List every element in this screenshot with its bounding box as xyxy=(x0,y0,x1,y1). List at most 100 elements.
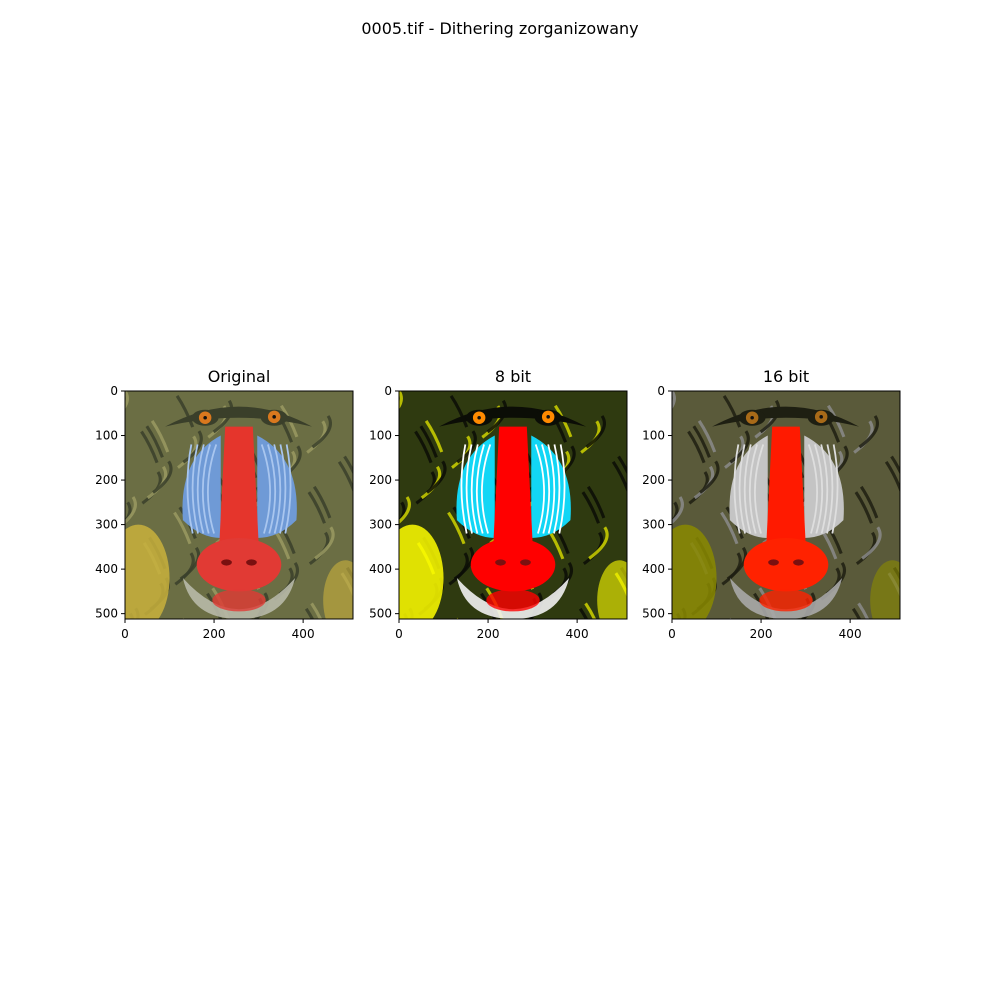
right-fur-patch xyxy=(323,560,353,619)
fur-stroke xyxy=(581,491,600,524)
fur-stroke xyxy=(175,395,195,428)
cheek-ridge xyxy=(534,444,545,534)
left-pupil xyxy=(477,415,481,420)
left-fur-patch xyxy=(672,524,717,619)
right-nostril xyxy=(246,559,257,566)
fur-stroke xyxy=(456,430,477,464)
nose-bridge xyxy=(219,426,259,543)
fur-stroke xyxy=(586,485,606,519)
fur-stroke xyxy=(310,602,323,619)
cheek-ridge xyxy=(820,444,829,534)
cheek-ridge xyxy=(743,444,752,534)
cheek-ridge xyxy=(186,444,194,534)
fur-stroke xyxy=(854,491,873,524)
cheek-ridge xyxy=(475,444,485,534)
fur-stroke xyxy=(182,430,203,464)
cheek-ridge xyxy=(738,444,746,534)
cheek-ridge xyxy=(481,444,492,534)
fur-stroke xyxy=(314,526,335,560)
panels: Original 0 200 400 0 100 200 300 400 500 8 bit 0 200… xyxy=(95,367,901,641)
x-tick-label: 200 xyxy=(203,627,226,641)
figure-suptitle: 0005.tif - Dithering zorganizowany xyxy=(361,19,638,38)
nose-bridge xyxy=(766,426,806,543)
cheek-ridge xyxy=(201,444,211,534)
fur-stroke xyxy=(449,395,469,428)
y-tick-label: 200 xyxy=(369,473,392,487)
nose-bridge xyxy=(493,426,533,543)
right-nostril xyxy=(520,559,531,566)
panel-1: Original 0 200 400 0 100 200 300 400 500 xyxy=(95,367,354,641)
fur-stroke xyxy=(140,430,159,464)
muzzle xyxy=(743,537,829,592)
x-tick-label: 0 xyxy=(121,627,129,641)
cheek-ridge xyxy=(284,444,292,534)
fur-stroke xyxy=(857,602,870,619)
fur-stroke xyxy=(720,511,739,545)
y-tick-label: 500 xyxy=(95,607,118,621)
right-nostril xyxy=(793,559,804,566)
cheek-ridge xyxy=(826,444,834,534)
left-fur-patch xyxy=(399,524,444,619)
fur-stroke xyxy=(399,496,411,525)
y-tick-label: 0 xyxy=(110,384,118,398)
y-tick-label: 400 xyxy=(95,562,118,576)
fur-stroke xyxy=(152,460,173,494)
fur-stroke xyxy=(426,460,447,494)
fur-stroke xyxy=(179,546,201,581)
right-pupil xyxy=(819,415,823,419)
y-tick-label: 400 xyxy=(369,562,392,576)
fur-stroke xyxy=(672,391,676,410)
cheek-ridge xyxy=(553,444,561,534)
y-tick-label: 100 xyxy=(95,429,118,443)
fur-stroke xyxy=(145,425,164,458)
y-tick-label: 300 xyxy=(95,518,118,532)
fur-stroke xyxy=(125,496,137,525)
fur-stroke xyxy=(173,511,192,545)
fur-stroke xyxy=(419,425,438,458)
left-pupil xyxy=(203,415,207,420)
fur-stroke xyxy=(578,607,589,619)
y-tick-label: 300 xyxy=(642,518,665,532)
panel-image xyxy=(399,391,627,619)
left-nostril xyxy=(768,559,779,566)
cheek-ridge xyxy=(196,444,205,534)
muzzle xyxy=(470,537,556,592)
y-tick-label: 300 xyxy=(369,518,392,532)
fur-stroke xyxy=(399,391,403,410)
right-fur-patch xyxy=(597,560,627,619)
cheek-ridge xyxy=(470,444,479,534)
y-tick-label: 200 xyxy=(95,473,118,487)
left-nostril xyxy=(221,559,232,566)
cheek-ridge xyxy=(273,444,282,534)
left-nostril xyxy=(495,559,506,566)
chin xyxy=(212,589,266,612)
y-tick-label: 0 xyxy=(384,384,392,398)
x-tick-label: 400 xyxy=(566,627,589,641)
cheek-ridge xyxy=(465,444,473,534)
x-tick-label: 400 xyxy=(292,627,315,641)
fur-stroke xyxy=(884,460,900,493)
right-pupil xyxy=(546,415,550,419)
fur-stroke xyxy=(307,491,326,524)
fur-stroke xyxy=(699,460,720,494)
fur-stroke xyxy=(337,460,353,493)
fur-stroke xyxy=(424,419,444,453)
fur-stroke xyxy=(125,391,129,410)
cheek-ridge xyxy=(207,444,218,534)
cheek-ridge xyxy=(733,444,741,534)
panel-2: 8 bit 0 200 400 0 100 200 300 400 500 xyxy=(369,367,628,641)
y-tick-label: 100 xyxy=(369,429,392,443)
y-tick-label: 400 xyxy=(642,562,665,576)
panel-title: 16 bit xyxy=(763,367,809,386)
cheek-ridge xyxy=(541,444,551,534)
fur-stroke xyxy=(584,602,597,619)
y-tick-label: 200 xyxy=(642,473,665,487)
fur-stroke xyxy=(447,511,466,545)
beard xyxy=(729,578,843,619)
fur-stroke xyxy=(611,460,627,493)
fur-stroke xyxy=(588,526,609,560)
cheek-ridge xyxy=(814,444,824,534)
fur-stroke xyxy=(861,526,882,560)
cheek-ridge xyxy=(748,444,758,534)
